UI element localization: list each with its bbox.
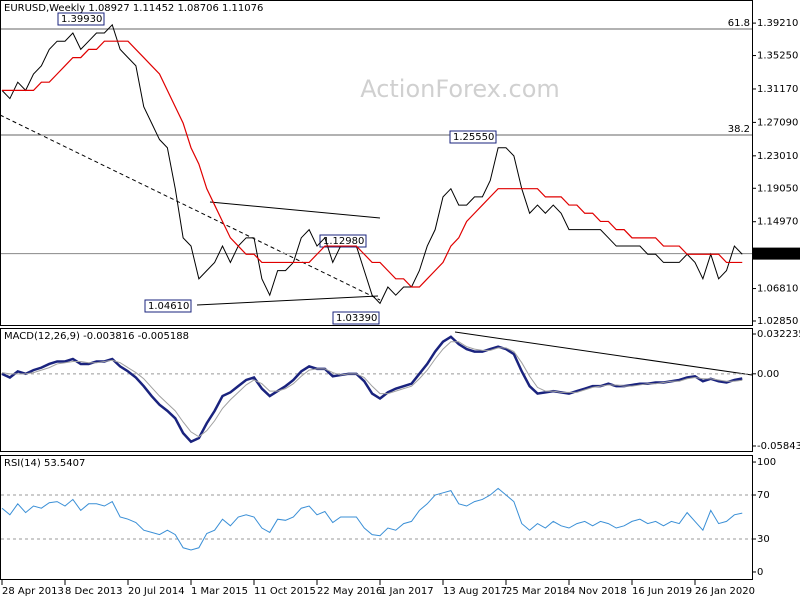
x-tick-label: 28 Apr 2013: [2, 586, 64, 597]
x-tick-label: 20 Jul 2014: [128, 586, 185, 597]
x-tick-label: 16 Jun 2019: [632, 586, 692, 597]
x-tick-label: 22 May 2016: [317, 586, 382, 597]
rsi-title: RSI(14) 53.5407: [4, 458, 85, 469]
x-tick-label: 13 Aug 2017: [443, 586, 507, 597]
price-label-box: [332, 311, 380, 325]
x-tick-label: 25 Mar 2018: [506, 586, 569, 597]
macd-frame: [0, 328, 753, 452]
price-label-box: [449, 130, 497, 144]
y-tick-label: 70: [757, 490, 770, 501]
y-tick-label: 1.27090: [757, 117, 798, 128]
trendlines: [0, 114, 753, 376]
price-label: 1.03390: [336, 313, 377, 324]
price-label-box: [144, 299, 192, 313]
series-line: [1, 487, 743, 551]
y-tick-label: 1.14970: [757, 217, 798, 228]
series-line: [1, 23, 743, 305]
watermark: ActionForex.com: [360, 75, 560, 103]
y-tick-label: 1.02850: [757, 316, 798, 327]
last-price-label: 1.11076: [757, 249, 798, 260]
x-tick-label: 4 Nov 2018: [569, 586, 627, 597]
series-line: [1, 335, 743, 444]
macd-title: MACD(12,26,9) -0.003816 -0.005188: [4, 331, 189, 342]
x-tick-label: 8 Dec 2013: [65, 586, 123, 597]
price-label: 1.39930: [61, 14, 102, 25]
y-tick-label: -0.058434: [757, 441, 800, 452]
triangle-lower: [196, 295, 379, 306]
fib-label: 61.8: [728, 18, 750, 29]
x-tick-label: 11 Oct 2015: [254, 586, 316, 597]
y-tick-label: 1.35250: [757, 51, 798, 62]
series-line: [1, 341, 743, 438]
panel-frames: [0, 0, 753, 580]
y-tick-label: 1.19050: [757, 183, 798, 194]
dashed-trendline: [0, 114, 381, 301]
series-line: [2, 40, 743, 288]
rsi-frame: [0, 455, 753, 580]
fib-label: 38.2: [728, 124, 750, 135]
y-tick-label: 1.06810: [757, 284, 798, 295]
y-tick-label: 1.39210: [757, 18, 798, 29]
x-tick-label: 1 Mar 2015: [191, 586, 248, 597]
price-label: 1.12980: [323, 236, 364, 247]
y-tick-label: 30: [757, 534, 770, 545]
price-label-box: [57, 12, 105, 26]
y-tick-label: 100: [757, 457, 776, 468]
price-label: 1.25550: [453, 132, 494, 143]
price-title: EURUSD,Weekly 1.08927 1.11452 1.08706 1.…: [4, 3, 263, 14]
y-tick-label: 1.31170: [757, 84, 798, 95]
y-tick-label: 1.23010: [757, 151, 798, 162]
price-label: 1.04610: [148, 301, 189, 312]
triangle-upper: [209, 201, 381, 219]
x-tick-label: 1 Jan 2017: [380, 586, 434, 597]
y-tick-label: 0: [757, 567, 763, 578]
y-tick-label: 0.032235: [757, 329, 800, 340]
last-price-box: [753, 247, 800, 260]
price-label-box: [319, 234, 367, 248]
y-tick-label: 0.00: [757, 369, 779, 380]
price-frame: [0, 0, 753, 326]
x-tick-label: 26 Jan 2020: [695, 586, 755, 597]
macd-trendline: [454, 331, 753, 376]
